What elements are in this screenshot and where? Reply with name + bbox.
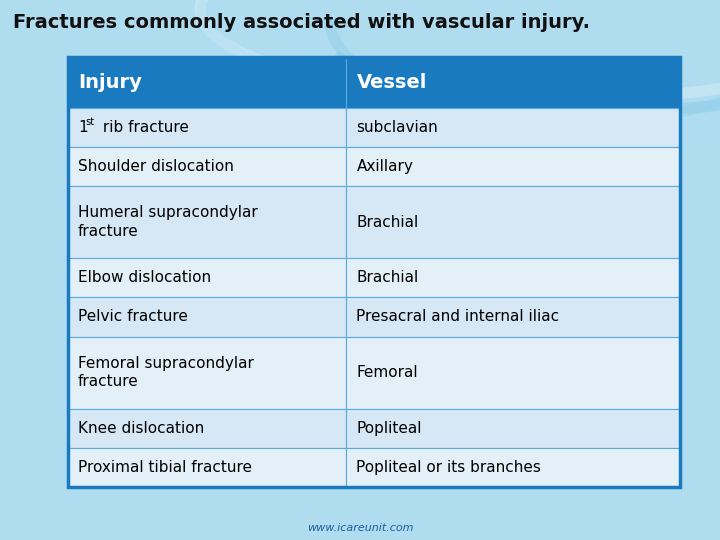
Text: 1: 1 <box>78 120 88 135</box>
Bar <box>346 147 680 186</box>
Bar <box>346 409 680 448</box>
Text: rib fracture: rib fracture <box>98 120 189 135</box>
Bar <box>346 298 680 336</box>
Bar <box>68 147 346 186</box>
Bar <box>346 258 680 298</box>
Bar <box>346 186 680 258</box>
Text: Humeral supracondylar
fracture: Humeral supracondylar fracture <box>78 205 258 239</box>
Text: Popliteal: Popliteal <box>356 421 422 436</box>
Bar <box>346 448 680 487</box>
Text: Elbow dislocation: Elbow dislocation <box>78 271 211 285</box>
Text: www.icareunit.com: www.icareunit.com <box>307 523 413 533</box>
Text: Popliteal or its branches: Popliteal or its branches <box>356 460 541 475</box>
Text: subclavian: subclavian <box>356 120 438 135</box>
Bar <box>68 336 346 409</box>
Bar <box>68 448 346 487</box>
Bar <box>346 108 680 147</box>
Text: Axillary: Axillary <box>356 159 413 174</box>
Bar <box>346 336 680 409</box>
Text: Femoral supracondylar
fracture: Femoral supracondylar fracture <box>78 356 254 389</box>
Bar <box>68 57 680 487</box>
Text: Presacral and internal iliac: Presacral and internal iliac <box>356 309 559 325</box>
Text: Proximal tibial fracture: Proximal tibial fracture <box>78 460 252 475</box>
Bar <box>346 57 680 108</box>
Text: Femoral: Femoral <box>356 365 418 380</box>
Bar <box>68 409 346 448</box>
Text: Fractures commonly associated with vascular injury.: Fractures commonly associated with vascu… <box>13 13 590 32</box>
Bar <box>68 57 346 108</box>
Text: Vessel: Vessel <box>356 73 427 92</box>
Bar <box>68 186 346 258</box>
Text: Pelvic fracture: Pelvic fracture <box>78 309 188 325</box>
Text: Injury: Injury <box>78 73 142 92</box>
Text: Knee dislocation: Knee dislocation <box>78 421 204 436</box>
Bar <box>68 298 346 336</box>
Bar <box>68 258 346 298</box>
Text: Brachial: Brachial <box>356 271 419 285</box>
Text: Shoulder dislocation: Shoulder dislocation <box>78 159 234 174</box>
Bar <box>68 108 346 147</box>
Text: Brachial: Brachial <box>356 215 419 230</box>
Text: st: st <box>85 117 94 127</box>
